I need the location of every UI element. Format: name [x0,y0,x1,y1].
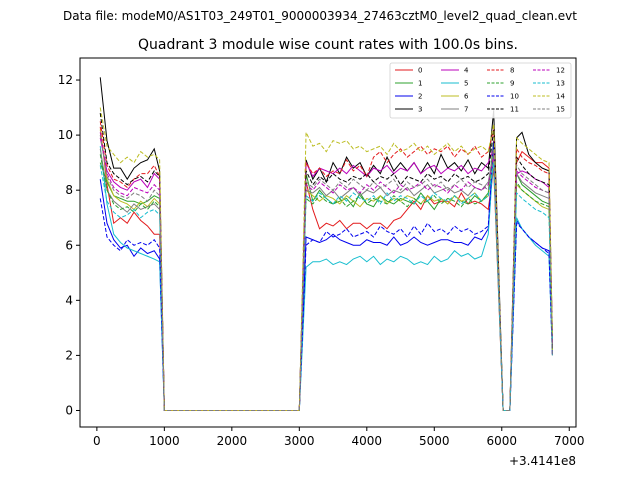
legend-label-15: 15 [556,106,565,114]
series-line-11 [99,113,553,411]
legend-label-5: 5 [464,80,468,88]
y-tick-label-4: 4 [65,293,73,307]
y-tick-label-6: 6 [65,238,73,252]
x-tick-label-4000: 4000 [352,434,383,448]
x-tick-label-7000: 7000 [554,434,585,448]
x-tick-label-5000: 5000 [419,434,450,448]
series-line-13 [99,162,553,411]
x-offset-label: +3.4141e8 [509,454,576,468]
legend-label-9: 9 [510,80,514,88]
legend-label-12: 12 [556,67,565,75]
plot-frame [79,57,577,428]
legend-label-14: 14 [556,93,565,101]
y-tick-label-2: 2 [65,348,73,362]
y-tick-label-0: 0 [65,403,73,417]
y-tick-label-12: 12 [58,73,73,87]
legend-label-3: 3 [418,106,422,114]
legend-label-1: 1 [418,80,422,88]
chart-suptitle: Data file: modeM0/AS1T03_249T01_90000039… [63,9,577,23]
x-tick-label-2000: 2000 [217,434,248,448]
series-line-12 [99,132,553,411]
plot-lines [99,77,553,411]
x-tick-label-0: 0 [93,434,101,448]
y-tick-label-10: 10 [58,128,73,142]
x-tick-label-6000: 6000 [486,434,517,448]
y-tick-label-8: 8 [65,183,73,197]
x-tick-label-1000: 1000 [149,434,180,448]
legend-label-10: 10 [510,93,519,101]
legend-label-2: 2 [418,93,422,101]
y-axis: 0 2 4 6 8 10 12 [58,73,80,417]
legend-label-6: 6 [464,93,469,101]
series-line-10 [99,143,553,411]
legend-label-0: 0 [418,67,422,75]
legend-label-13: 13 [556,80,565,88]
x-axis: 0 1000 2000 3000 4000 5000 6000 7000 [93,427,585,448]
series-line-4 [99,137,553,411]
legend-label-7: 7 [464,106,468,114]
series-line-15 [99,135,553,411]
legend-label-11: 11 [510,106,519,114]
series-line-0 [99,126,553,411]
series-line-6 [99,129,553,411]
x-tick-label-3000: 3000 [284,434,315,448]
legend-label-8: 8 [510,67,514,75]
series-line-3 [99,77,553,411]
legend-box [389,62,572,119]
chart-title: Quadrant 3 module wise count rates with … [138,37,518,53]
legend-label-4: 4 [464,67,469,75]
